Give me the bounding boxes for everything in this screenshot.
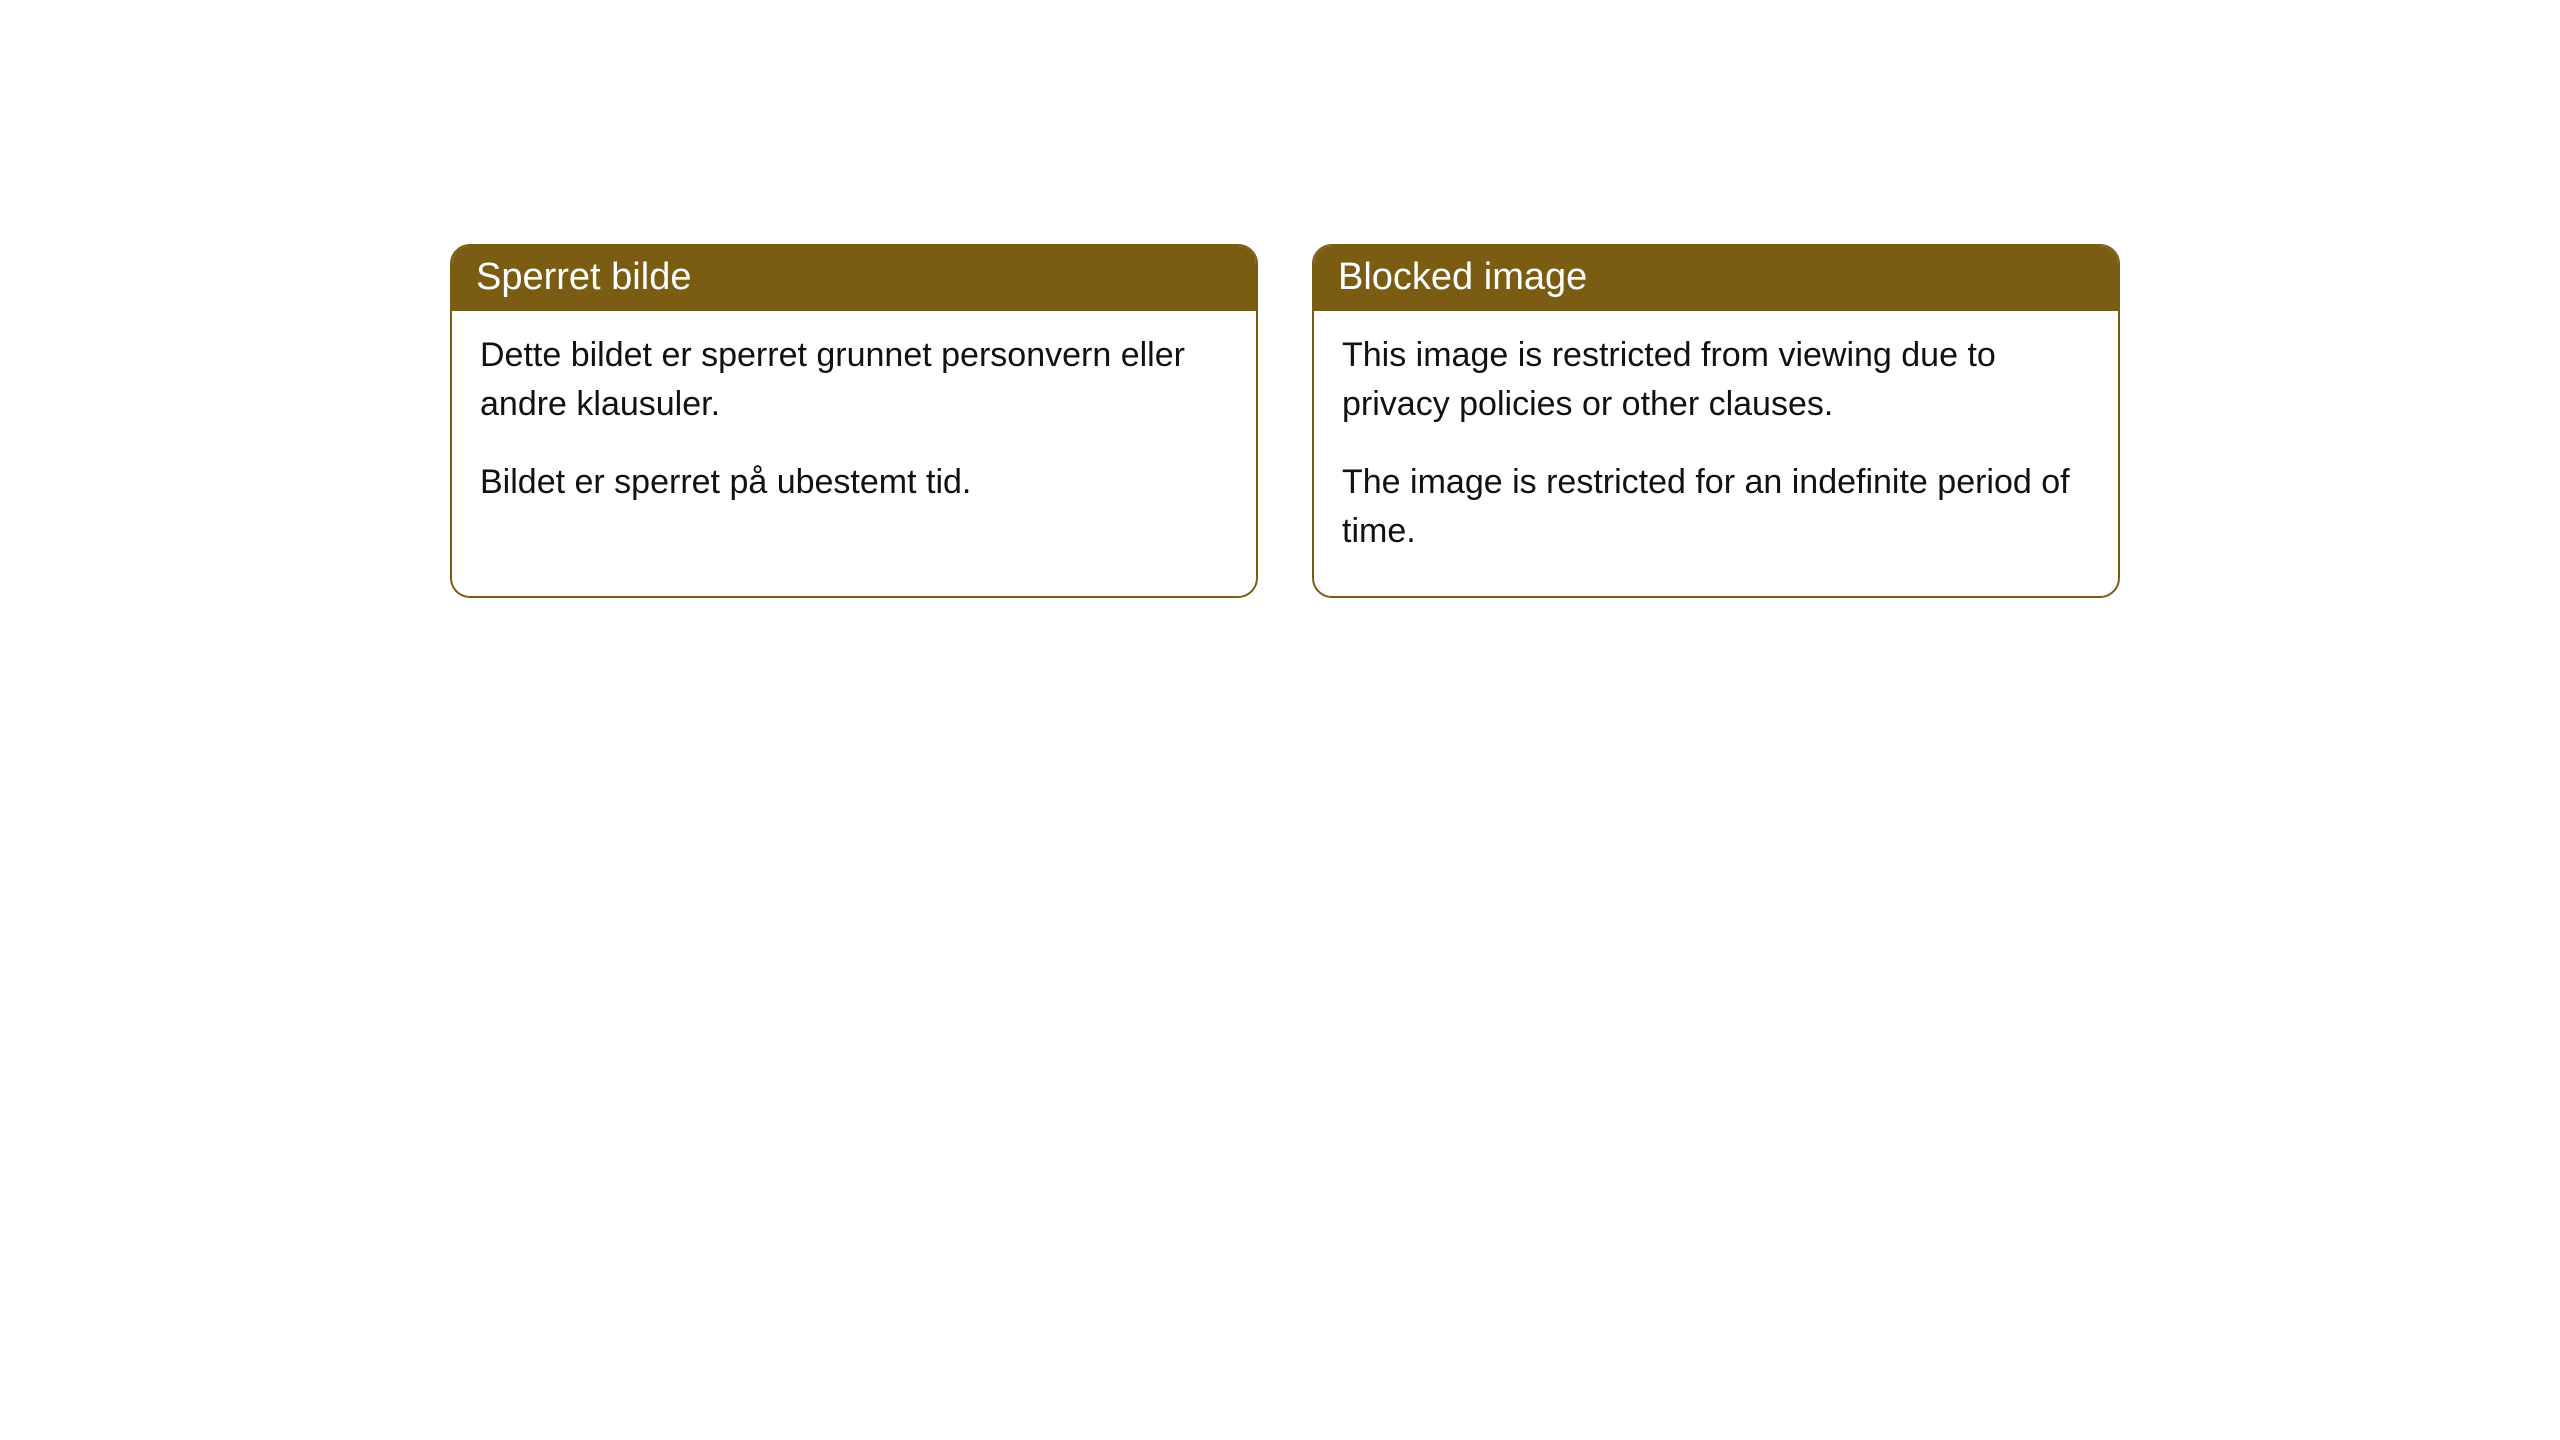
notice-card-english: Blocked image This image is restricted f… (1312, 244, 2120, 598)
card-header: Sperret bilde (452, 246, 1256, 311)
card-paragraph: Bildet er sperret på ubestemt tid. (480, 458, 1228, 507)
notice-card-norwegian: Sperret bilde Dette bildet er sperret gr… (450, 244, 1258, 598)
notice-cards-container: Sperret bilde Dette bildet er sperret gr… (450, 244, 2120, 598)
card-body: Dette bildet er sperret grunnet personve… (452, 311, 1256, 547)
card-paragraph: Dette bildet er sperret grunnet personve… (480, 331, 1228, 430)
card-paragraph: The image is restricted for an indefinit… (1342, 458, 2090, 557)
card-body: This image is restricted from viewing du… (1314, 311, 2118, 596)
card-header: Blocked image (1314, 246, 2118, 311)
card-paragraph: This image is restricted from viewing du… (1342, 331, 2090, 430)
